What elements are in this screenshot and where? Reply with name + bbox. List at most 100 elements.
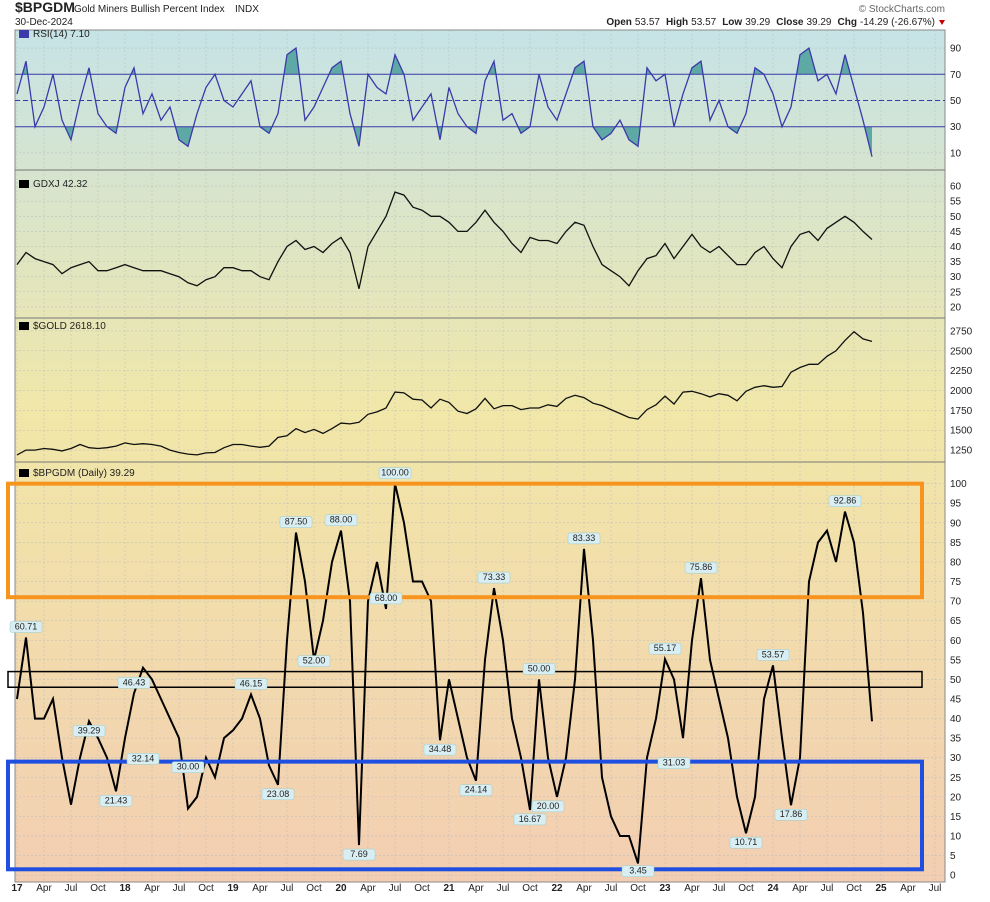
x-tick-label: Apr — [792, 883, 808, 894]
y-tick-label: 30 — [950, 272, 962, 283]
y-tick-label: 55 — [950, 655, 962, 666]
x-tick-label: Apr — [252, 883, 268, 894]
y-tick-label: 2250 — [950, 366, 973, 377]
annotation-label: 31.03 — [663, 758, 686, 768]
annotation-label: 46.43 — [123, 677, 146, 687]
annotation-label: 60.71 — [15, 621, 38, 631]
y-tick-label: 25 — [950, 773, 962, 784]
annotation-label: 52.00 — [303, 656, 326, 666]
y-tick-label: 60 — [950, 636, 962, 647]
x-tick-label: 21 — [443, 883, 455, 894]
x-tick-label: 25 — [875, 883, 887, 894]
y-tick-label: 85 — [950, 538, 962, 549]
annotation-label: 3.45 — [629, 866, 647, 876]
y-tick-label: 1250 — [950, 446, 973, 457]
annotation-box — [99, 795, 133, 807]
annotation-box — [828, 495, 862, 507]
annotation-label: 30.00 — [177, 762, 200, 772]
y-tick-label: 45 — [950, 227, 962, 238]
panel-legend: $BPGDM (Daily) 39.29 — [33, 468, 135, 479]
x-tick-label: Oct — [414, 883, 430, 894]
y-tick-label: 90 — [950, 44, 962, 55]
panel-legend: GDXJ 42.32 — [33, 179, 88, 190]
quote-label: Open — [606, 17, 632, 28]
y-tick-label: 35 — [950, 257, 962, 268]
x-tick-label: Jul — [929, 883, 942, 894]
quote-value: -14.29 (-26.67%) — [860, 17, 935, 28]
x-tick-label: Oct — [846, 883, 862, 894]
y-tick-label: 10 — [950, 148, 962, 159]
y-tick-label: 65 — [950, 616, 962, 627]
y-tick-label: 90 — [950, 518, 962, 529]
annotation-box — [342, 848, 376, 861]
x-tick-label: Oct — [198, 883, 214, 894]
quote-value: 53.57 — [635, 17, 660, 28]
annotation-box — [297, 655, 331, 667]
y-tick-label: 55 — [950, 197, 962, 208]
annotation-label: 21.43 — [105, 795, 128, 805]
annotation-box — [126, 753, 160, 765]
x-tick-label: Apr — [684, 883, 700, 894]
quote-value: 39.29 — [806, 17, 831, 28]
annotation-label: 68.00 — [375, 593, 398, 603]
x-tick-label: Oct — [522, 883, 538, 894]
quote-label: Close — [776, 17, 804, 28]
annotation-label: 88.00 — [330, 515, 353, 525]
header-symbol: $BPGDM — [15, 0, 75, 15]
header-quote: Open 53.57 High 53.57 Low 39.29 Close 39.29 Chg -… — [606, 17, 935, 28]
annotation-label: 50.00 — [528, 663, 551, 673]
rsi-fill — [17, 126, 872, 157]
y-tick-label: 70 — [950, 70, 962, 81]
annotation-label: 24.14 — [465, 785, 488, 795]
x-tick-label: Jul — [821, 883, 834, 894]
annotation-box — [657, 757, 691, 769]
annotation-label: 55.17 — [654, 643, 677, 653]
y-tick-label: 50 — [950, 675, 962, 686]
y-tick-label: 5 — [950, 851, 956, 862]
y-tick-label: 45 — [950, 694, 962, 705]
y-tick-label: 1750 — [950, 406, 973, 417]
legend-swatch — [19, 469, 29, 477]
header-source: © StockCharts.com — [859, 4, 945, 15]
annotation-label: 34.48 — [429, 744, 452, 754]
legend-swatch — [19, 322, 29, 330]
y-tick-label: 0 — [950, 871, 956, 882]
x-tick-label: 17 — [11, 883, 23, 894]
legend-swatch — [19, 30, 29, 38]
header-date: 30-Dec-2024 — [15, 17, 73, 28]
annotation-box — [369, 592, 403, 605]
x-tick-label: Jul — [497, 883, 510, 894]
quote-value: 39.29 — [745, 17, 770, 28]
down-arrow — [939, 20, 945, 25]
y-tick-label: 50 — [950, 96, 962, 107]
annotation-box — [513, 813, 547, 826]
y-tick-label: 2500 — [950, 346, 973, 357]
zone-box — [6, 481, 924, 600]
y-tick-label: 60 — [950, 182, 962, 193]
annotation-box — [423, 743, 457, 756]
annotation-box — [684, 561, 718, 574]
annotation-box — [477, 571, 511, 584]
annotation-box — [621, 865, 655, 877]
x-tick-label: 24 — [767, 883, 779, 894]
y-tick-label: 25 — [950, 287, 962, 298]
y-tick-label: 95 — [950, 499, 962, 510]
annotation-label: 10.71 — [735, 837, 758, 847]
x-tick-label: Oct — [630, 883, 646, 894]
annotation-box — [522, 663, 556, 675]
y-tick-label: 70 — [950, 597, 962, 608]
annotation-box — [648, 642, 682, 655]
annotation-label: 75.86 — [690, 562, 713, 572]
series-line — [16, 330, 873, 456]
y-tick-label: 30 — [950, 122, 962, 133]
annotation-box — [459, 784, 493, 796]
annotation-label: 83.33 — [573, 533, 596, 543]
series-line — [16, 191, 873, 289]
y-tick-label: 2000 — [950, 386, 973, 397]
y-tick-label: 50 — [950, 212, 962, 223]
header-name: Gold Miners Bullish Percent Index — [74, 4, 225, 15]
x-tick-label: Apr — [576, 883, 592, 894]
annotation-box — [378, 467, 412, 479]
x-tick-label: 18 — [119, 883, 131, 894]
